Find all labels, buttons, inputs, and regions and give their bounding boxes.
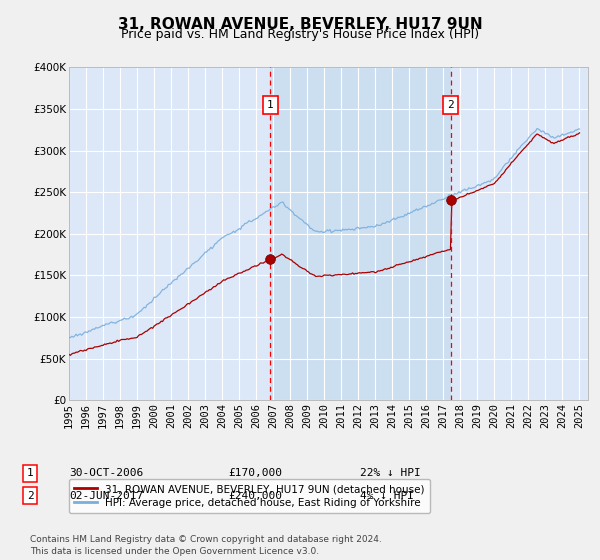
- Text: 4% ↓ HPI: 4% ↓ HPI: [360, 491, 414, 501]
- Text: 1: 1: [26, 468, 34, 478]
- Bar: [271, 67, 451, 400]
- Text: 22% ↓ HPI: 22% ↓ HPI: [360, 468, 421, 478]
- Text: £240,000: £240,000: [228, 491, 282, 501]
- Text: £170,000: £170,000: [228, 468, 282, 478]
- Text: 30-OCT-2006: 30-OCT-2006: [69, 468, 143, 478]
- Text: 2: 2: [447, 100, 454, 110]
- Text: 31, ROWAN AVENUE, BEVERLEY, HU17 9UN: 31, ROWAN AVENUE, BEVERLEY, HU17 9UN: [118, 17, 482, 32]
- Legend: 31, ROWAN AVENUE, BEVERLEY, HU17 9UN (detached house), HPI: Average price, detac: 31, ROWAN AVENUE, BEVERLEY, HU17 9UN (de…: [69, 479, 430, 514]
- Text: 2: 2: [26, 491, 34, 501]
- Text: Contains HM Land Registry data © Crown copyright and database right 2024.
This d: Contains HM Land Registry data © Crown c…: [30, 535, 382, 556]
- Text: 02-JUN-2017: 02-JUN-2017: [69, 491, 143, 501]
- Text: Price paid vs. HM Land Registry's House Price Index (HPI): Price paid vs. HM Land Registry's House …: [121, 28, 479, 41]
- Text: 1: 1: [267, 100, 274, 110]
